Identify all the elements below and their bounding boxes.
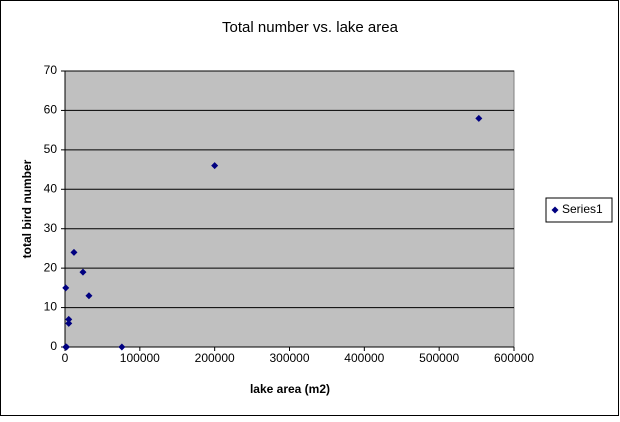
point xyxy=(79,268,87,276)
y-tick-label: 60 xyxy=(44,103,58,117)
x-tick-label: 500000 xyxy=(419,351,459,365)
point xyxy=(118,343,126,351)
y-tick-label: 20 xyxy=(44,260,58,274)
point xyxy=(65,315,73,323)
x-tick-label: 600000 xyxy=(494,351,534,365)
point xyxy=(475,114,483,122)
y-tick-label: 70 xyxy=(44,63,58,77)
point xyxy=(70,248,78,256)
y-tick-label: 0 xyxy=(50,339,57,353)
chart-title: Total number vs. lake area xyxy=(222,19,399,36)
x-tick-label: 300000 xyxy=(269,351,309,365)
x-tick-label: 100000 xyxy=(120,351,160,365)
legend-marker xyxy=(551,206,559,214)
x-tick-label: 400000 xyxy=(344,351,384,365)
x-tick-label: 200000 xyxy=(195,351,235,365)
point xyxy=(65,319,73,327)
y-tick-label: 40 xyxy=(44,181,58,195)
point xyxy=(62,284,70,292)
y-tick-label: 10 xyxy=(44,300,58,314)
plot-area xyxy=(64,70,515,348)
point xyxy=(211,162,219,170)
y-tick-label: 50 xyxy=(44,142,58,156)
x-tick-label: 0 xyxy=(62,351,69,365)
point xyxy=(85,292,93,300)
point xyxy=(62,343,70,351)
legend-label: Series1 xyxy=(562,202,603,216)
x-axis-title: lake area (m2) xyxy=(250,382,330,396)
y-tick-label: 30 xyxy=(44,221,58,235)
y-axis-title: total bird number xyxy=(20,159,34,258)
